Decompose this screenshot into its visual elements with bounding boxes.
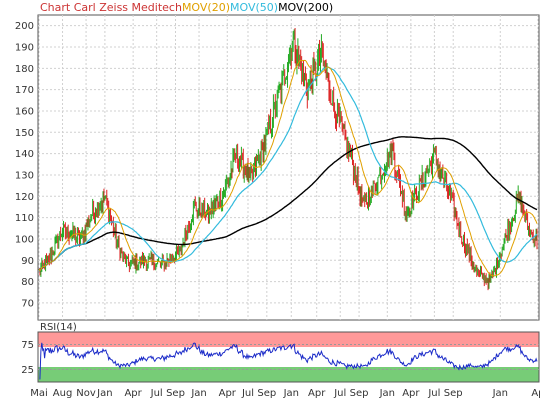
price-y-tick-label: 70 xyxy=(21,298,34,309)
rsi-line xyxy=(39,342,538,380)
price-y-tick-label: 170 xyxy=(15,85,34,96)
x-axis-labels: Mai Aug Nov Jan Apr Jul Sep Jan Apr Jul Sep Jan Apr J… xyxy=(30,388,540,399)
rsi-panel-frame xyxy=(37,331,540,383)
title-main: Chart Carl Zeiss Meditech xyxy=(40,1,182,14)
price-panel: 70 80 90 100 110 120 130 140 150 160 170 180 190 200 xyxy=(15,14,540,321)
rsi-label: RSI(14) xyxy=(40,322,77,333)
chart-title: Chart Carl Zeiss MeditechMOV(20)MOV(50)M… xyxy=(40,1,333,14)
x-tick-label: Nov xyxy=(76,388,96,399)
x-tick-label: Apr xyxy=(124,388,142,399)
x-tick-label: Sep xyxy=(257,388,276,399)
rsi-y-ticks: 25 75 xyxy=(21,340,34,376)
legend-mov20: MOV(20) xyxy=(182,1,230,14)
price-y-tick-label: 90 xyxy=(21,256,34,267)
price-y-tick-label: 130 xyxy=(15,170,34,181)
legend-mov200: MOV(200) xyxy=(278,1,333,14)
x-tick-label: Jul xyxy=(241,388,254,399)
legend-mov50: MOV(50) xyxy=(230,1,278,14)
x-tick-label: Jan xyxy=(190,388,206,399)
price-y-tick-label: 150 xyxy=(15,128,34,139)
mov20-line xyxy=(38,59,538,277)
price-y-tick-label: 100 xyxy=(15,234,34,245)
x-tick-label: Jul xyxy=(333,388,346,399)
price-y-tick-label: 110 xyxy=(15,213,34,224)
x-tick-label: Jan xyxy=(96,388,112,399)
x-tick-label: Mai xyxy=(30,388,48,399)
x-tick-label: Sep xyxy=(350,388,369,399)
x-tick-label: Ap xyxy=(531,388,540,399)
price-y-tick-label: 190 xyxy=(15,42,34,53)
x-tick-label: Sep xyxy=(444,388,463,399)
x-tick-label: Apr xyxy=(219,388,237,399)
rsi-oversold-band xyxy=(38,367,539,382)
price-y-tick-label: 160 xyxy=(15,106,34,117)
price-y-tick-label: 140 xyxy=(15,149,34,160)
x-tick-label: Sep xyxy=(166,388,185,399)
x-tick-label: Jan xyxy=(283,388,299,399)
mov200-line xyxy=(38,136,538,272)
x-tick-label: Aug xyxy=(53,388,73,399)
x-tick-label: Apr xyxy=(402,388,420,399)
x-tick-label: Jan xyxy=(379,388,395,399)
price-y-tick-label: 180 xyxy=(15,64,34,75)
rsi-overbought-band xyxy=(38,332,539,347)
price-y-tick-label: 80 xyxy=(21,277,34,288)
rsi-y-tick-label: 25 xyxy=(21,365,34,376)
rsi-grid xyxy=(38,344,539,370)
rsi-panel: 25 75 RSI(14) xyxy=(21,322,540,383)
x-tick-label: Jul xyxy=(150,388,163,399)
x-tick-label: Apr xyxy=(308,388,326,399)
x-tick-label: Jan xyxy=(492,388,508,399)
rsi-y-tick-label: 75 xyxy=(21,340,34,351)
price-y-ticks: 70 80 90 100 110 120 130 140 150 160 170 180 190 200 xyxy=(15,21,34,309)
x-tick-label: Jul xyxy=(427,388,440,399)
price-y-tick-label: 120 xyxy=(15,192,34,203)
price-y-tick-label: 200 xyxy=(15,21,34,32)
price-grid xyxy=(38,15,539,320)
